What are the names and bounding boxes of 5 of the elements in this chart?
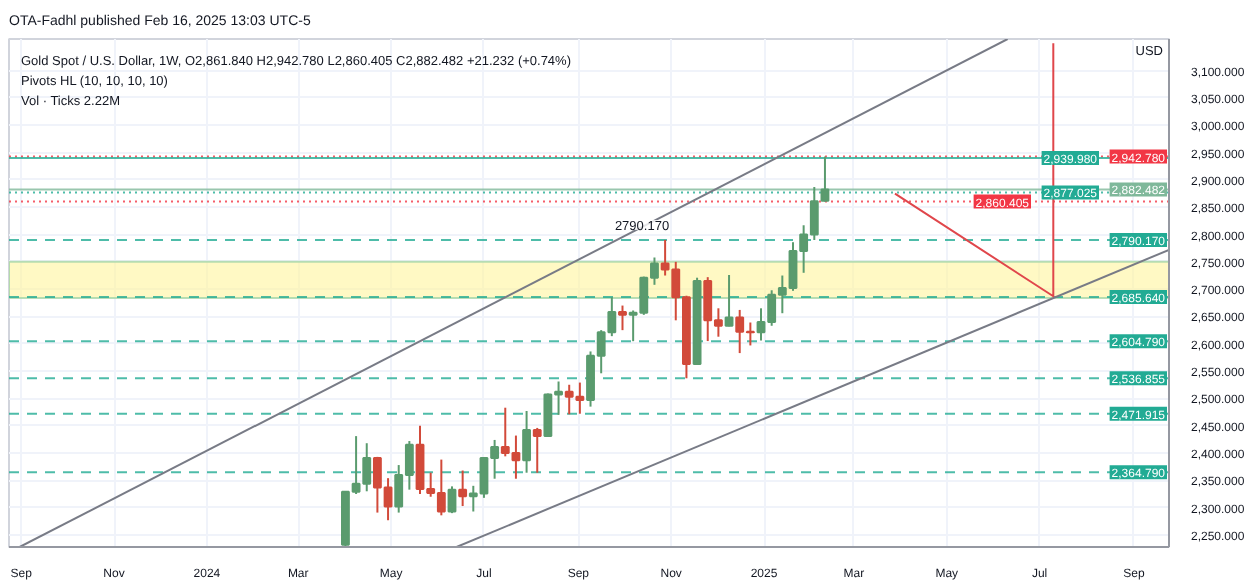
- candlestick: [532, 426, 542, 474]
- candlestick: [458, 469, 468, 508]
- candlestick: [724, 273, 734, 328]
- candlestick: [618, 304, 627, 332]
- candlestick: [522, 409, 532, 474]
